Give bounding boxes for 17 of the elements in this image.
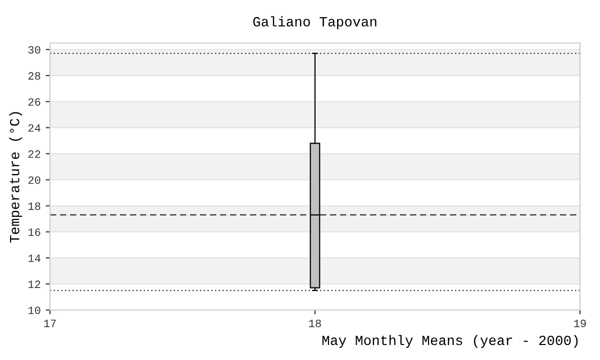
y-tick-label: 30 [28,46,40,54]
chart-title: Galiano Tapovan [253,16,376,30]
y-tick-label: 26 [28,98,40,106]
x-axis-title: May Monthly Means (year - 2000) [322,334,578,348]
y-tick-label: 22 [28,150,40,158]
x-tick-label: 17 [44,320,56,328]
y-axis-title: Temperature (°C) [9,112,22,243]
y-tick-label: 16 [28,228,40,236]
y-tick-label: 20 [28,176,40,184]
x-tick-label: 18 [309,320,321,328]
y-tick-label: 24 [28,124,40,132]
y-tick-label: 18 [28,202,40,210]
x-tick-label: 19 [574,320,586,328]
y-tick-label: 10 [28,306,40,314]
y-tick-label: 28 [28,72,40,80]
y-tick-label: 14 [28,254,40,262]
y-tick-label: 12 [28,280,40,288]
